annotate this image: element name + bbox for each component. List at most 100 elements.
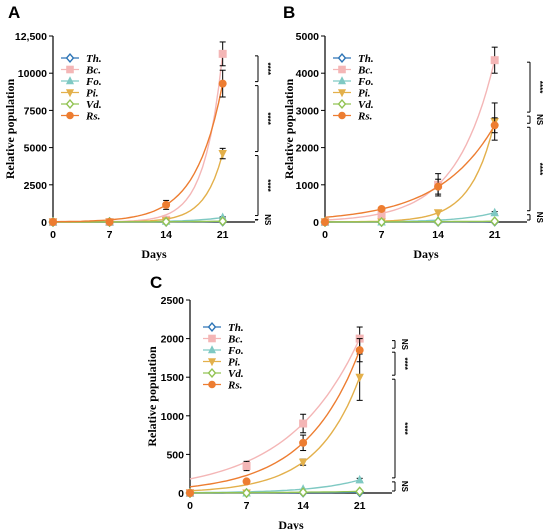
x-tick-label: 0 <box>322 229 328 241</box>
data-point-rs <box>242 477 251 486</box>
data-point-pi <box>298 458 308 468</box>
significance-label: NS <box>400 339 409 351</box>
legend-marker-rs <box>208 380 216 389</box>
y-tick-label: 1000 <box>161 411 185 423</box>
data-point-vd <box>355 486 365 497</box>
legend-marker-vd <box>207 368 217 378</box>
series-curve-rs <box>324 124 496 218</box>
y-tick-label: 500 <box>166 449 184 461</box>
legend-label-fo: Fo. <box>227 345 244 357</box>
series-curve-rs <box>53 83 224 223</box>
legend-label-rs: Rs. <box>357 111 372 123</box>
x-axis-label: Days <box>141 247 167 261</box>
significance-label: **** <box>535 81 544 94</box>
significance-label: **** <box>263 179 272 192</box>
series-curve-pi <box>189 376 361 492</box>
legend-marker-rs <box>338 111 346 120</box>
series-curve-vd <box>325 220 495 223</box>
legend-label-fo: Fo. <box>357 76 374 88</box>
legend-marker-bc <box>66 65 74 74</box>
panel-letter: B <box>283 3 295 22</box>
panel-letter: A <box>8 3 20 22</box>
x-tick-label: 14 <box>432 229 444 241</box>
legend-label-pi: Pi. <box>86 88 99 100</box>
data-point-pi <box>355 373 364 383</box>
legend-marker-pi <box>337 89 347 98</box>
x-tick-label: 14 <box>297 500 309 512</box>
series-curve-bc <box>324 60 496 221</box>
panel-a: A 0 2500 5000 7500 10000 12,500 0 7 14 21 Days Relat… <box>3 3 272 261</box>
y-tick-label: 1500 <box>161 372 185 384</box>
data-point-vd <box>218 216 228 227</box>
data-point-bc <box>218 49 227 58</box>
data-point-fo <box>355 474 364 484</box>
data-point-rs <box>320 217 329 226</box>
y-tick-label: 5000 <box>296 31 320 43</box>
x-tick-label: 7 <box>107 229 113 241</box>
significance-label: NS <box>263 214 272 226</box>
data-point-rs <box>434 182 443 191</box>
legend-label-pi: Pi. <box>228 357 241 369</box>
x-tick-label: 7 <box>244 500 250 512</box>
significance-label: NS <box>535 212 544 224</box>
y-tick-label: 10000 <box>18 68 47 80</box>
data-point-vd <box>490 216 500 227</box>
y-tick-label: 0 <box>41 217 47 229</box>
legend-marker-pi <box>65 89 75 98</box>
legend-label-vd: Vd. <box>358 99 374 111</box>
x-tick-label: 21 <box>217 229 229 241</box>
significance-label: NS <box>535 114 544 126</box>
data-point-rs <box>218 79 227 88</box>
y-tick-label: 2000 <box>161 334 185 346</box>
data-point-rs <box>49 217 58 226</box>
series-curve-rs <box>189 349 361 488</box>
significance-label: **** <box>400 357 409 370</box>
data-point-rs <box>377 204 386 213</box>
legend-marker-fo <box>65 76 75 85</box>
significance-label: **** <box>263 63 272 76</box>
x-tick-label: 7 <box>379 229 385 241</box>
y-tick-label: 0 <box>313 217 319 229</box>
data-point-rs <box>185 488 194 497</box>
legend-label-fo: Fo. <box>85 76 102 88</box>
series-curve-fo <box>189 479 360 494</box>
y-tick-label: 3000 <box>296 105 320 117</box>
y-tick-label: 0 <box>178 488 184 500</box>
legend-label-bc: Bc. <box>227 334 243 346</box>
x-tick-label: 14 <box>160 229 172 241</box>
y-tick-label: 7500 <box>24 105 48 117</box>
y-axis-label: Relative population <box>3 79 17 180</box>
legend-marker-rs <box>66 111 74 120</box>
legend-label-rs: Rs. <box>85 111 100 123</box>
data-point-bc <box>490 56 499 65</box>
series-curve-bc <box>189 338 361 480</box>
data-point-rs <box>355 346 364 355</box>
y-tick-label: 2000 <box>296 143 320 155</box>
legend-marker-fo <box>337 76 347 85</box>
significance-label: NS <box>400 481 409 493</box>
x-tick-label: 21 <box>354 500 366 512</box>
data-point-rs <box>490 121 499 130</box>
significance-label: **** <box>263 112 272 125</box>
data-point-fo <box>490 207 499 217</box>
series-curve-pi <box>53 153 224 223</box>
legend-label-th: Th. <box>358 53 374 65</box>
legend-marker-bc <box>208 334 216 343</box>
legend-label-th: Th. <box>86 53 102 65</box>
x-tick-label: 0 <box>50 229 56 241</box>
data-point-pi <box>218 150 227 159</box>
y-tick-label: 1000 <box>296 180 320 192</box>
legend-marker-pi <box>207 358 217 367</box>
y-axis-label: Relative population <box>145 346 159 447</box>
legend-label-bc: Bc. <box>85 65 101 77</box>
legend-marker-th <box>65 53 75 63</box>
data-point-rs <box>105 217 114 226</box>
data-point-vd <box>242 487 252 499</box>
legend-marker-fo <box>207 345 217 354</box>
data-point-vd <box>161 216 171 227</box>
data-point-bc <box>242 461 251 470</box>
legend-label-pi: Pi. <box>358 88 371 100</box>
x-tick-label: 0 <box>187 500 193 512</box>
data-point-rs <box>299 438 308 447</box>
